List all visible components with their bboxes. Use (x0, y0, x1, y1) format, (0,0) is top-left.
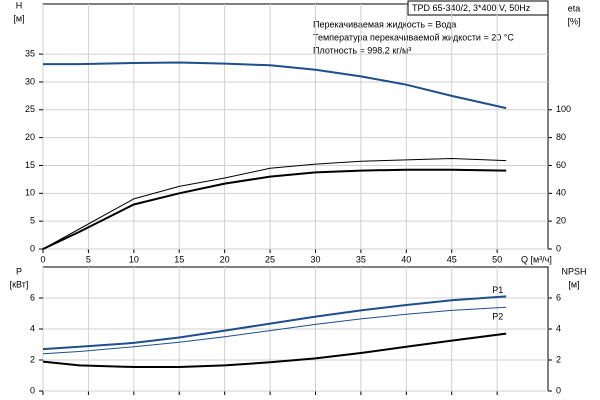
x-tick-label: 50 (492, 254, 502, 264)
x-tick-label: 30 (310, 254, 320, 264)
annotation: Перекачиваемая жидкость = Вода (313, 19, 456, 29)
series-line (42, 295, 507, 351)
y2-tick-label: 0 (556, 385, 561, 395)
y2-axis-unit: [м] (568, 279, 579, 289)
y2-axis-label: eta (568, 3, 581, 13)
y2-tick-label: 60 (556, 160, 566, 170)
x-tick-label: 20 (220, 254, 230, 264)
series-line (42, 157, 507, 250)
y-axis-label: H (16, 0, 23, 10)
x-tick-label: 10 (129, 254, 139, 264)
x-tick-label: 35 (356, 254, 366, 264)
pump-box (407, 0, 549, 16)
x-tick-label: 45 (447, 254, 457, 264)
annotation: Температура перекачиваемой жидкости = 20… (313, 32, 514, 42)
y-axis-unit: [м] (13, 13, 24, 23)
x-tick-label: 15 (174, 254, 184, 264)
y-tick-label: 10 (25, 188, 35, 198)
y2-tick-label: 2 (556, 354, 561, 364)
y-tick-label: 35 (25, 48, 35, 58)
y-tick-label: 15 (25, 160, 35, 170)
y-tick-label: 30 (25, 76, 35, 86)
y-tick-label: 2 (30, 354, 35, 364)
series-line (42, 306, 507, 355)
y-tick-label: 0 (30, 243, 35, 253)
pump-title: TPD 65-340/2, 3*400 V, 50Hz (412, 3, 531, 13)
y2-tick-label: 100 (556, 104, 571, 114)
series-line (42, 168, 507, 250)
y-tick-label: 6 (30, 292, 35, 302)
y-tick-label: 0 (30, 385, 35, 395)
y-tick-label: 20 (25, 132, 35, 142)
y2-tick-label: 4 (556, 323, 561, 333)
y2-tick-label: 40 (556, 188, 566, 198)
x-tick-label: 5 (86, 254, 91, 264)
y-axis-label: P (16, 266, 22, 276)
series-line (43, 61, 507, 110)
x-tick-label: 25 (265, 254, 275, 264)
y-axis-unit: [кВт] (10, 279, 29, 289)
y-tick-label: 5 (30, 216, 35, 226)
series-label: P2 (492, 312, 503, 322)
x-axis-label: Q [м³/ч] (521, 254, 552, 264)
series-line (42, 332, 507, 368)
y-tick-label: 4 (30, 323, 35, 333)
x-tick-label: 0 (40, 254, 45, 264)
y2-tick-label: 20 (556, 216, 566, 226)
y2-axis-unit: [%] (567, 16, 580, 26)
series-label: P1 (492, 285, 503, 295)
annotation: Плотность = 998.2 кг/м³ (313, 45, 411, 55)
y2-axis-label: NPSH (561, 266, 586, 276)
y2-tick-label: 0 (556, 243, 561, 253)
x-tick-label: 40 (401, 254, 411, 264)
y2-tick-label: 80 (556, 132, 566, 142)
y2-tick-label: 6 (556, 292, 561, 302)
y-tick-label: 25 (25, 104, 35, 114)
